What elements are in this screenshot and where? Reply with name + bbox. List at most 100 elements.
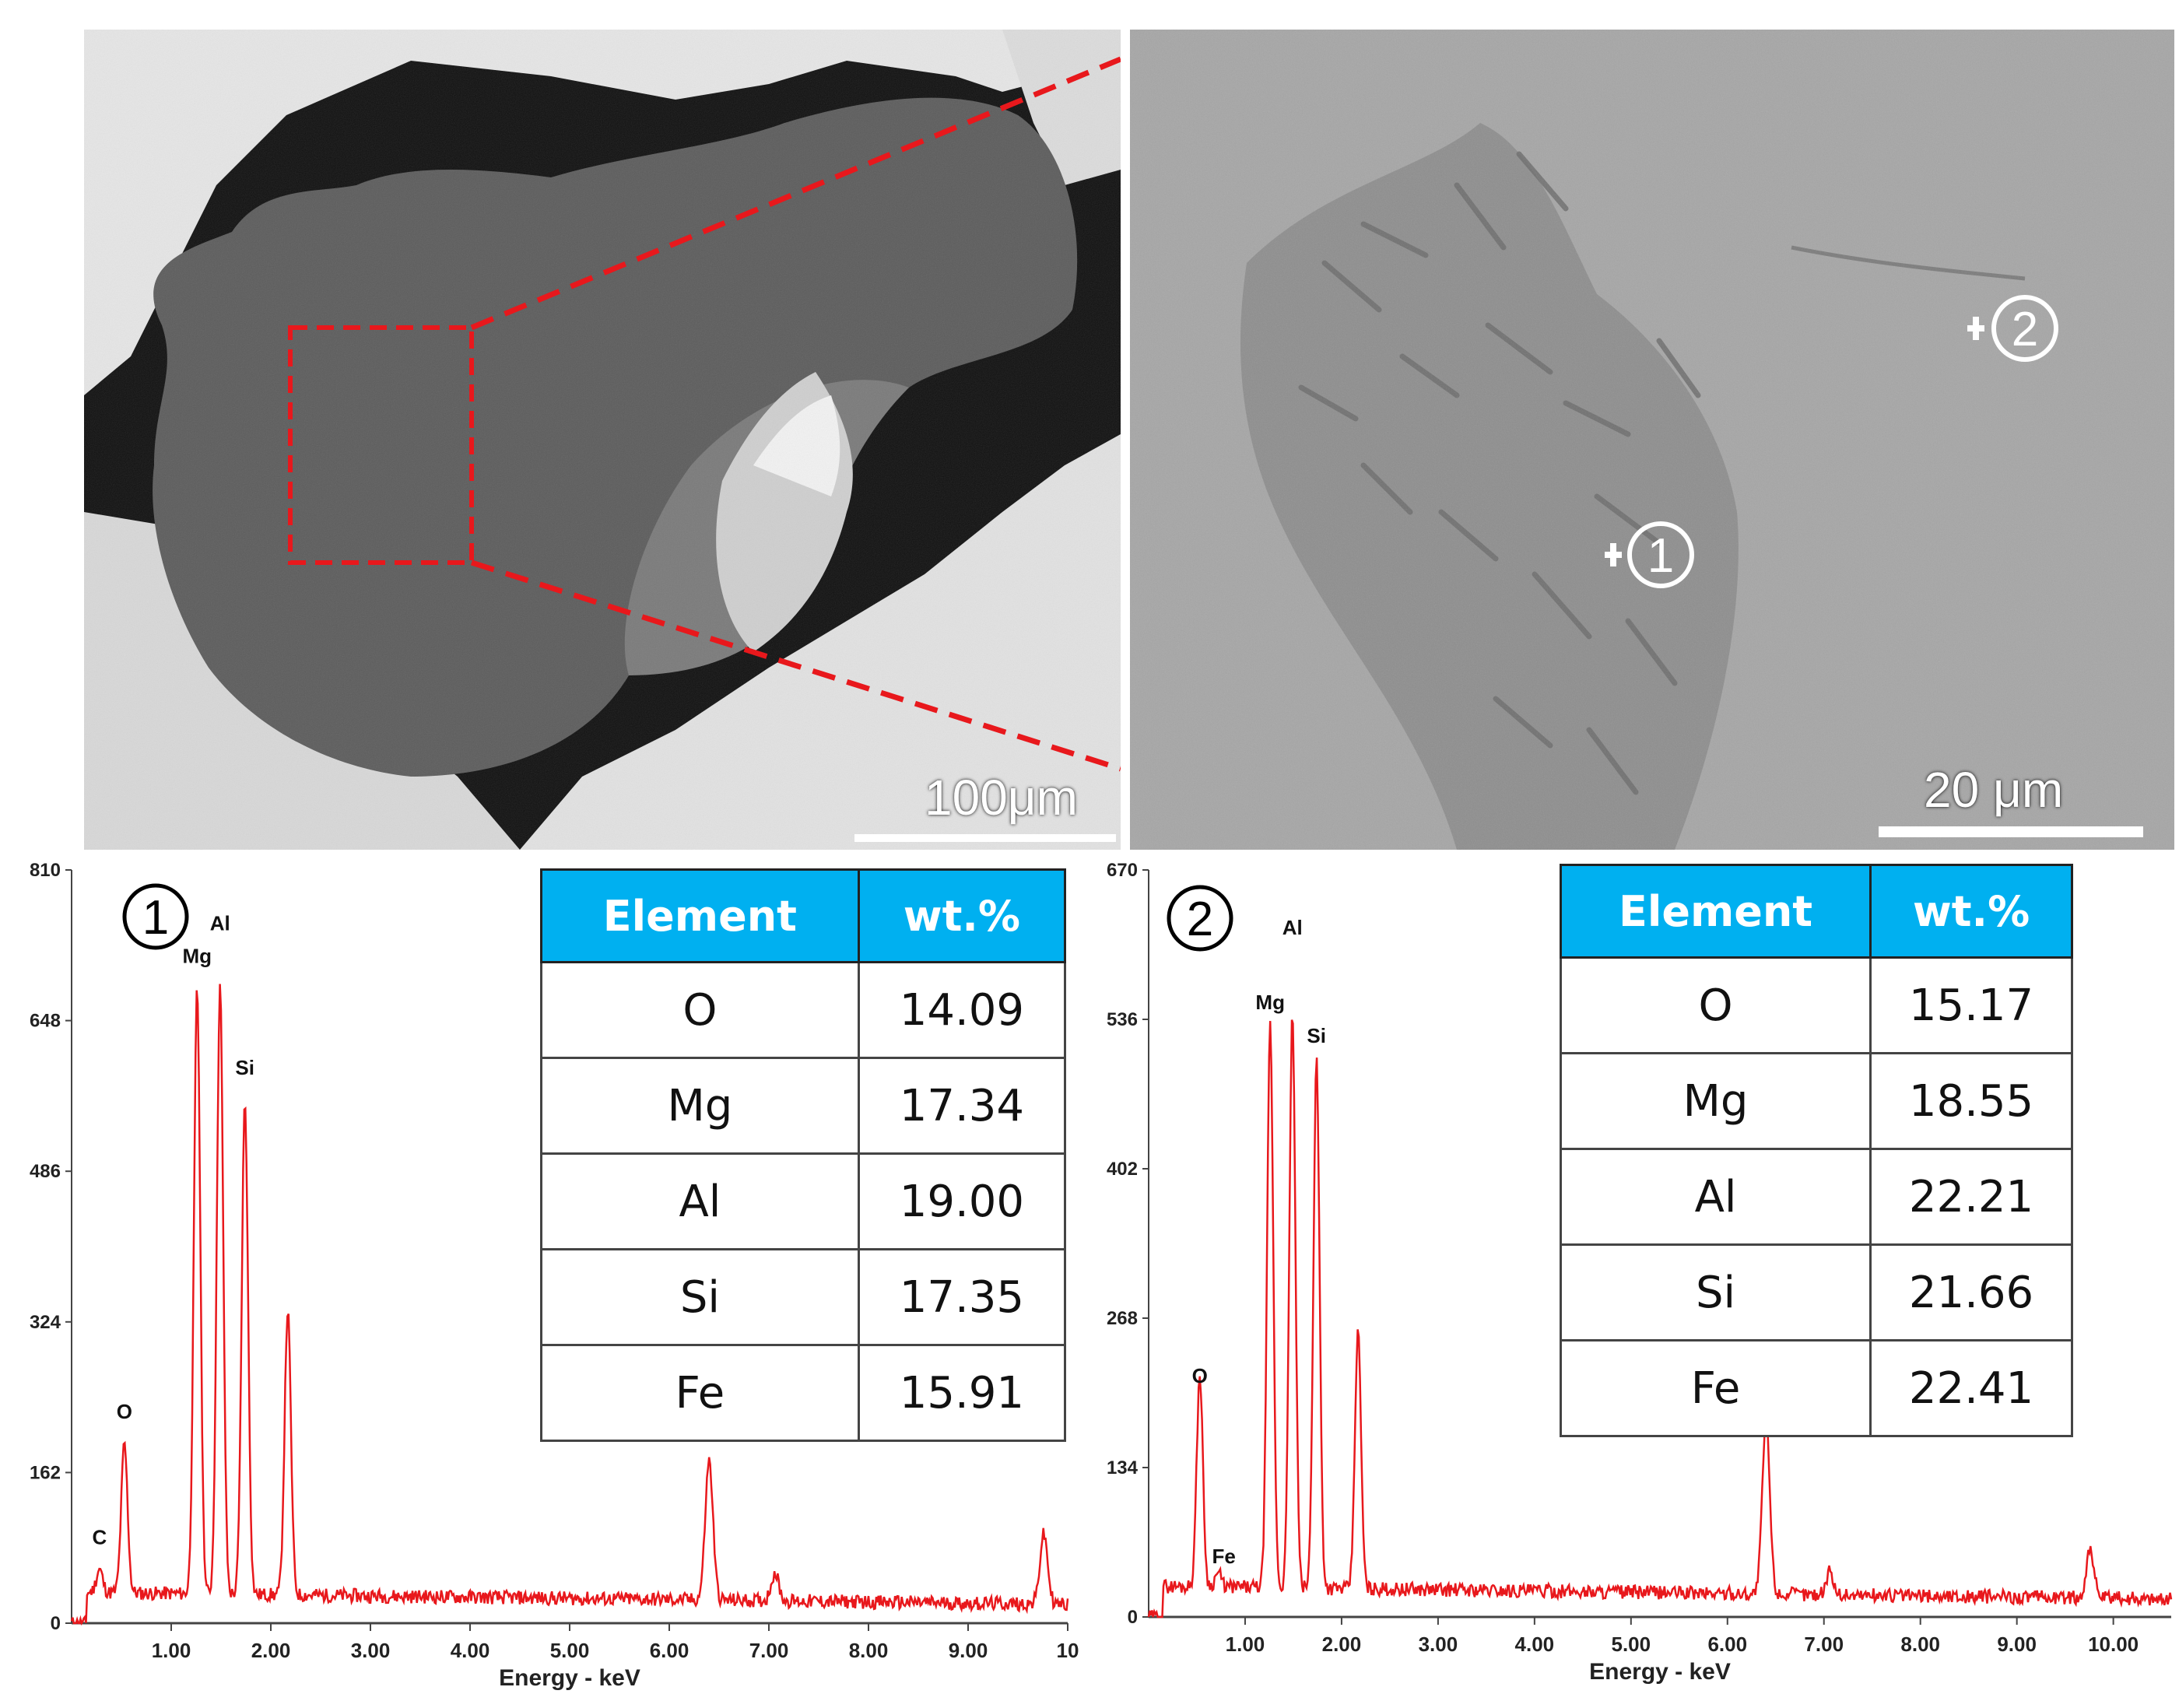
x-tick-label: 1.00 <box>1226 1633 1265 1656</box>
x-tick-label: 9.00 <box>949 1639 988 1662</box>
peak-label: Fe <box>1212 1545 1236 1568</box>
y-tick-label: 402 <box>1107 1159 1138 1180</box>
marker-1: 1 <box>1605 521 1694 588</box>
zoom-line-top <box>470 56 1121 331</box>
table-2-header-wt: wt.% <box>1869 864 2073 959</box>
y-tick-label: 162 <box>30 1462 61 1483</box>
y-tick-label: 670 <box>1107 860 1138 881</box>
table-row: O 15.17 <box>1559 956 2073 1054</box>
table-cell: 14.09 <box>857 961 1067 1059</box>
panel-label-text: 1 <box>142 891 169 945</box>
peak-label: Si <box>235 1056 254 1079</box>
peak-label: C <box>92 1525 107 1548</box>
table-row: Al 19.00 <box>540 1152 1067 1250</box>
marker-2-label: 2 <box>2012 303 2038 356</box>
table-cell: 22.21 <box>1869 1148 2073 1246</box>
table-cell: Si <box>1559 1243 1872 1341</box>
x-tick-label: 1.00 <box>152 1639 191 1662</box>
peak-label: Mg <box>1255 991 1285 1014</box>
table-1-header-element: Element <box>540 868 860 963</box>
table-cell: 21.66 <box>1869 1243 2073 1341</box>
table-row: Mg 18.55 <box>1559 1052 2073 1150</box>
composition-table-2: Element wt.% O 15.17 Mg 18.55 Al 22.21 Si 21… <box>1559 864 2073 1437</box>
peak-label: Si <box>1307 1024 1326 1047</box>
table-cell: Fe <box>1559 1339 1872 1437</box>
x-tick-label: 10.00 <box>2088 1633 2139 1656</box>
x-tick-label: 7.00 <box>1804 1633 1844 1656</box>
sem-overview-graphic <box>84 30 1121 850</box>
scale-label-right: 20 μm <box>1924 762 2064 818</box>
table-cell: O <box>540 961 860 1059</box>
scale-label-left: 100μm <box>925 770 1078 826</box>
y-tick-label: 810 <box>30 860 61 881</box>
x-tick-label: 3.00 <box>1419 1633 1458 1656</box>
peak-label: O <box>1192 1364 1208 1387</box>
panel-label: 1 <box>122 883 189 950</box>
table-row: Si 17.35 <box>540 1248 1067 1346</box>
panel-label-text: 2 <box>1187 893 1213 946</box>
scale-bar-right <box>1879 826 2143 837</box>
table-cell: O <box>1559 956 1872 1054</box>
x-tick-label: 2.00 <box>1322 1633 1362 1656</box>
y-tick-label: 0 <box>51 1613 61 1634</box>
x-tick-label: 2.00 <box>251 1639 291 1662</box>
x-axis-label: Energy - keV <box>499 1665 640 1691</box>
x-axis-label: Energy - keV <box>1589 1659 1731 1685</box>
table-cell: Al <box>1559 1148 1872 1246</box>
marker-1-label: 1 <box>1647 529 1674 583</box>
table-2-header-element: Element <box>1559 864 1872 959</box>
peak-label: Al <box>210 912 230 935</box>
sem-image-zoom: 1 2 20 μm <box>1130 30 2174 850</box>
x-tick-label: 6.00 <box>1707 1633 1747 1656</box>
x-tick-label: 3.00 <box>351 1639 391 1662</box>
table-cell: 15.17 <box>1869 956 2073 1054</box>
y-tick-label: 648 <box>30 1011 61 1032</box>
table-cell: Fe <box>540 1344 860 1442</box>
marker-2: 2 <box>1967 295 2058 362</box>
y-tick-label: 0 <box>1128 1607 1138 1628</box>
x-tick-label: 4.00 <box>451 1639 490 1662</box>
table-row: Fe 22.41 <box>1559 1339 2073 1437</box>
zoom-line-bottom <box>470 559 1121 772</box>
x-tick-label: 10 <box>1057 1639 1079 1662</box>
peak-label: Al <box>1282 916 1303 939</box>
x-tick-label: 5.00 <box>550 1639 590 1662</box>
sem-zoom-graphic: 1 2 <box>1130 30 2174 850</box>
table-row: Si 21.66 <box>1559 1243 2073 1341</box>
panel-label: 2 <box>1167 885 1233 952</box>
peak-label: Mg <box>183 945 212 968</box>
table-cell: Mg <box>540 1057 860 1155</box>
table-cell: 18.55 <box>1869 1052 2073 1150</box>
peak-label: O <box>117 1400 132 1423</box>
x-tick-label: 4.00 <box>1515 1633 1555 1656</box>
axes: 0 134 268 402 536 670 1.00 2.00 3.00 4.00 5.00 6.00… <box>1107 860 2171 1685</box>
table-cell: 17.34 <box>857 1057 1067 1155</box>
y-tick-label: 536 <box>1107 1009 1138 1030</box>
spectrum-line <box>70 984 1069 1626</box>
x-tick-label: 6.00 <box>650 1639 689 1662</box>
y-tick-label: 324 <box>30 1312 61 1333</box>
x-tick-label: 9.00 <box>1997 1633 2037 1656</box>
x-tick-label: 8.00 <box>1900 1633 1940 1656</box>
table-row: Mg 17.34 <box>540 1057 1067 1155</box>
table-row: Al 22.21 <box>1559 1148 2073 1246</box>
zoom-region-box <box>288 325 474 565</box>
table-cell: Mg <box>1559 1052 1872 1150</box>
x-tick-label: 5.00 <box>1612 1633 1651 1656</box>
spectrum-line <box>1147 1019 2173 1619</box>
composition-table-1: Element wt.% O 14.09 Mg 17.34 Al 19.00 Si 17… <box>540 868 1067 1442</box>
table-row: O 14.09 <box>540 961 1067 1059</box>
y-tick-label: 486 <box>30 1161 61 1182</box>
eds-spectrum-2-plot: 0 134 268 402 536 670 1.00 2.00 3.00 4.00 5.00 6.00… <box>1107 860 2173 1685</box>
scale-bar-left <box>854 834 1116 842</box>
table-cell: 17.35 <box>857 1248 1067 1346</box>
x-tick-label: 8.00 <box>849 1639 889 1662</box>
table-cell: Si <box>540 1248 860 1346</box>
table-cell: 19.00 <box>857 1152 1067 1250</box>
eds-spectrum-2: 0 134 268 402 536 670 1.00 2.00 3.00 4.00 5.00 6.00… <box>1082 854 2179 1704</box>
table-1-header-wt: wt.% <box>857 868 1067 963</box>
table-cell: 22.41 <box>1869 1339 2073 1437</box>
y-tick-label: 134 <box>1107 1457 1139 1478</box>
table-cell: Al <box>540 1152 860 1250</box>
table-row: Fe 15.91 <box>540 1344 1067 1442</box>
